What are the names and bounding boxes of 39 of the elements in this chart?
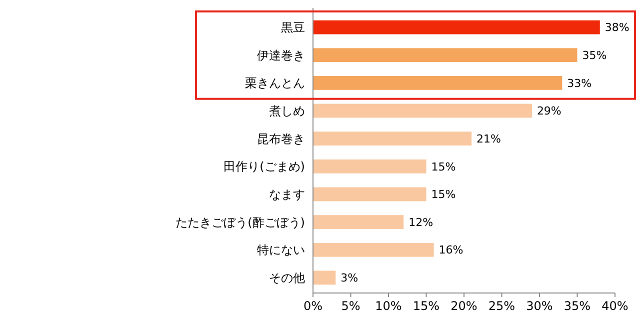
data-label: 21% — [476, 132, 502, 146]
bar — [313, 159, 426, 174]
data-label: 12% — [408, 216, 434, 229]
data-label: 15% — [431, 160, 456, 174]
bar — [313, 76, 562, 90]
bar — [313, 270, 336, 285]
x-tick-label: 10% — [375, 299, 402, 313]
data-label: 35% — [582, 48, 607, 62]
data-label: 29% — [536, 104, 562, 118]
data-label: 38% — [604, 21, 630, 34]
x-tick-label: 0% — [303, 299, 323, 313]
x-tick-label: 25% — [488, 299, 516, 313]
x-tick-label: 35% — [564, 299, 591, 313]
y-tick-label: 煮しめ — [269, 104, 305, 118]
x-tick-label: 15% — [412, 299, 440, 313]
x-tick-label: 20% — [450, 299, 478, 313]
y-tick-label: 栗きんとん — [245, 76, 305, 90]
data-label: 16% — [438, 244, 464, 257]
y-tick-label: 黒豆 — [281, 20, 305, 34]
y-tick-label: 田作り(ごまめ) — [224, 160, 305, 174]
y-tick-label: たたきごぼう(酢ごぼう) — [176, 215, 305, 230]
y-tick-label: 昆布巻き — [257, 132, 305, 146]
data-label: 15% — [431, 188, 456, 202]
x-tick-label: 30% — [526, 299, 553, 313]
bar — [313, 20, 600, 34]
bar — [313, 215, 404, 230]
x-tick-label: 5% — [341, 299, 360, 313]
y-tick-label: その他 — [269, 270, 305, 285]
data-label: 3% — [340, 272, 358, 285]
bar — [313, 48, 578, 62]
y-tick-label: 伊達巻き — [257, 48, 305, 62]
y-tick-label: 特にない — [257, 243, 305, 258]
bar — [313, 242, 434, 257]
y-tick-label: なます — [269, 187, 305, 202]
bar — [313, 132, 472, 146]
data-label: 33% — [567, 76, 592, 90]
bar — [313, 104, 532, 118]
bar — [313, 187, 426, 202]
x-tick-label: 40% — [602, 299, 628, 313]
